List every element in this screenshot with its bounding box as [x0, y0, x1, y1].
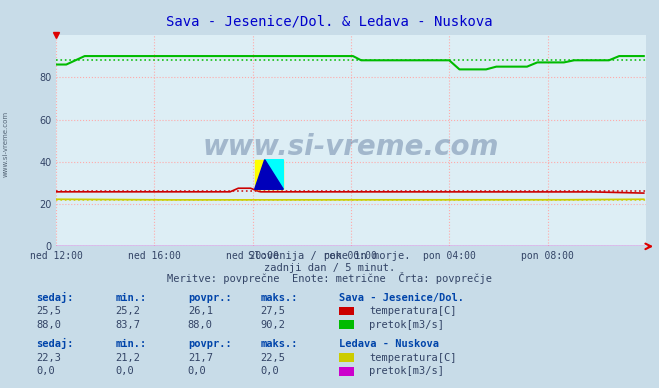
- Text: temperatura[C]: temperatura[C]: [369, 306, 457, 316]
- Text: 0,0: 0,0: [188, 366, 206, 376]
- Polygon shape: [254, 160, 283, 189]
- Text: 27,5: 27,5: [260, 306, 285, 316]
- Text: Sava - Jesenice/Dol.: Sava - Jesenice/Dol.: [339, 293, 465, 303]
- Text: 88,0: 88,0: [188, 320, 213, 330]
- Text: 25,2: 25,2: [115, 306, 140, 316]
- Polygon shape: [265, 160, 283, 189]
- Bar: [254, 160, 283, 189]
- Text: 21,7: 21,7: [188, 353, 213, 363]
- Text: 25,5: 25,5: [36, 306, 61, 316]
- Text: zadnji dan / 5 minut.: zadnji dan / 5 minut.: [264, 263, 395, 273]
- Text: www.si-vreme.com: www.si-vreme.com: [2, 111, 9, 177]
- Text: 26,1: 26,1: [188, 306, 213, 316]
- Text: min.:: min.:: [115, 293, 146, 303]
- Text: min.:: min.:: [115, 339, 146, 349]
- Text: sedaj:: sedaj:: [36, 338, 74, 349]
- Text: sedaj:: sedaj:: [36, 292, 74, 303]
- Text: 22,3: 22,3: [36, 353, 61, 363]
- Text: 21,2: 21,2: [115, 353, 140, 363]
- Text: maks.:: maks.:: [260, 339, 298, 349]
- Text: Slovenija / reke in morje.: Slovenija / reke in morje.: [248, 251, 411, 261]
- Text: 0,0: 0,0: [115, 366, 134, 376]
- Text: Sava - Jesenice/Dol. & Ledava - Nuskova: Sava - Jesenice/Dol. & Ledava - Nuskova: [166, 14, 493, 28]
- Text: 83,7: 83,7: [115, 320, 140, 330]
- Text: Meritve: povprečne  Enote: metrične  Črta: povprečje: Meritve: povprečne Enote: metrične Črta:…: [167, 272, 492, 284]
- Text: maks.:: maks.:: [260, 293, 298, 303]
- Text: Ledava - Nuskova: Ledava - Nuskova: [339, 339, 440, 349]
- Text: povpr.:: povpr.:: [188, 293, 231, 303]
- Text: 22,5: 22,5: [260, 353, 285, 363]
- Text: povpr.:: povpr.:: [188, 339, 231, 349]
- Text: 88,0: 88,0: [36, 320, 61, 330]
- Text: www.si-vreme.com: www.si-vreme.com: [203, 133, 499, 161]
- Text: pretok[m3/s]: pretok[m3/s]: [369, 320, 444, 330]
- Text: temperatura[C]: temperatura[C]: [369, 353, 457, 363]
- Text: pretok[m3/s]: pretok[m3/s]: [369, 366, 444, 376]
- Text: 0,0: 0,0: [260, 366, 279, 376]
- Text: 90,2: 90,2: [260, 320, 285, 330]
- Text: 0,0: 0,0: [36, 366, 55, 376]
